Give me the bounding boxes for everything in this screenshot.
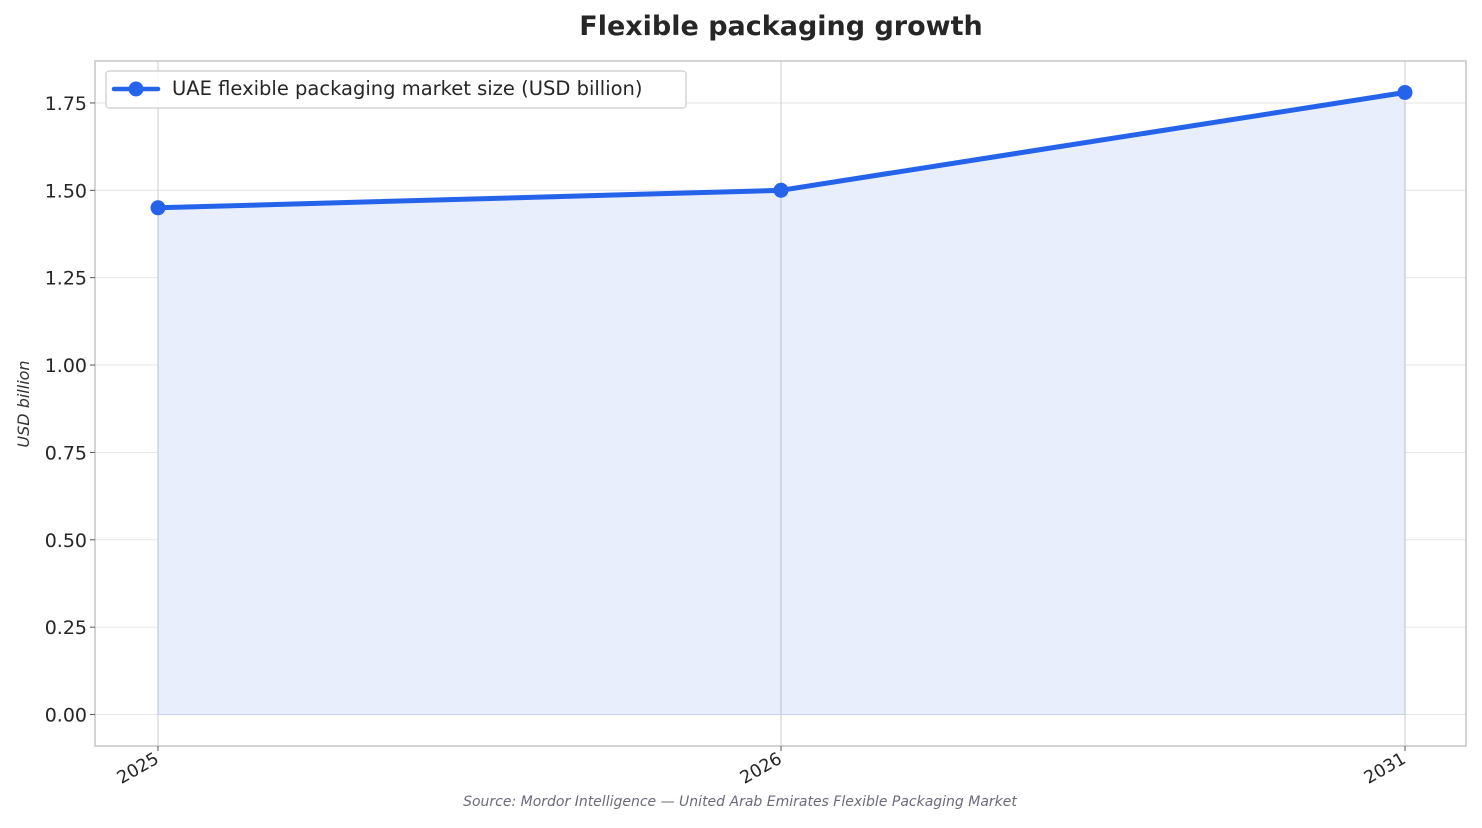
y-tick-label: 1.00 (45, 355, 87, 377)
y-tick-label: 0.50 (45, 530, 87, 552)
y-axis-ticks: 0.00 0.25 0.50 0.75 1.00 1.25 1.50 1.75 (45, 93, 95, 727)
y-tick-label: 0.00 (45, 705, 87, 727)
data-point (150, 200, 166, 216)
legend-marker-swatch (128, 81, 144, 97)
legend-box (105, 70, 687, 109)
area-fill-layer (157, 92, 1406, 716)
data-points-layer (150, 84, 1413, 216)
y-tick-label: 1.50 (45, 180, 87, 202)
y-tick-label: 1.25 (45, 268, 87, 290)
y-axis-label: USD billion (14, 360, 33, 447)
legend-label: UAE flexible packaging market size (USD … (172, 77, 643, 100)
data-point (773, 182, 789, 198)
source-note: Source: Mordor Intelligence — United Ara… (463, 794, 1017, 810)
data-point (1397, 84, 1413, 100)
y-tick-label: 0.75 (45, 442, 87, 464)
y-tick-label: 1.75 (45, 93, 87, 115)
chart-title: Flexible packaging growth (579, 11, 983, 42)
y-tick-label: 0.25 (45, 617, 87, 639)
legend: UAE flexible packaging market size (USD … (105, 70, 687, 109)
